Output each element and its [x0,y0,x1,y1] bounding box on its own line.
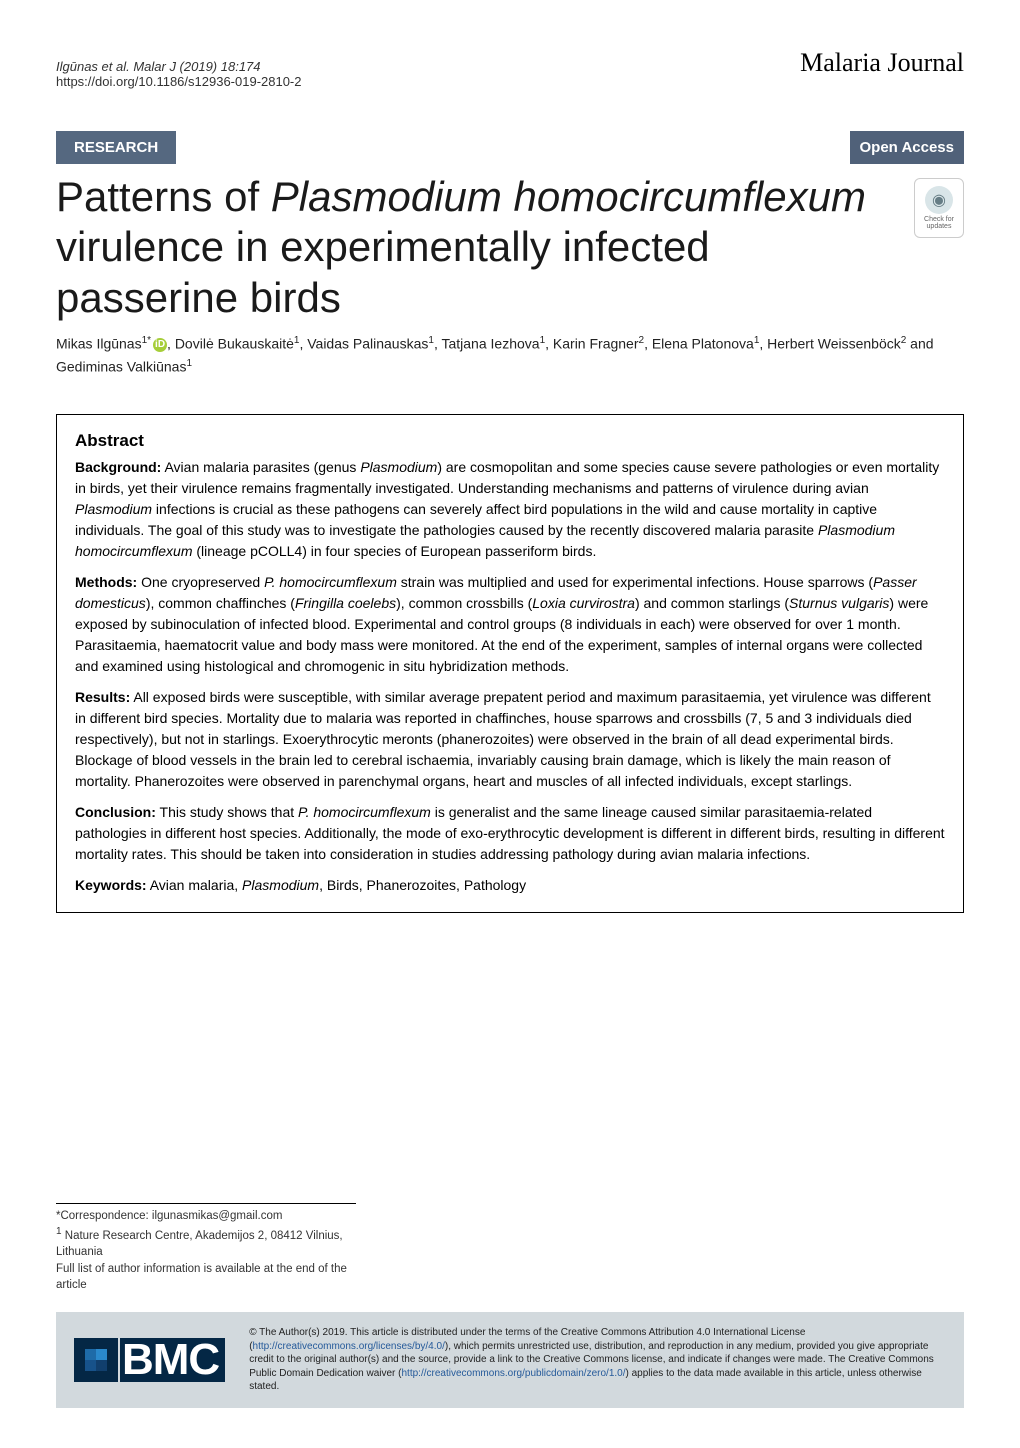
research-label: RESEARCH [56,131,176,164]
corr-note: Full list of author information is avail… [56,1261,356,1294]
affil-sup: 1 [540,335,546,346]
open-access-label: Open Access [850,131,965,164]
article-title: Patterns of Plasmodium homocircumflexum … [56,172,902,323]
orcid-icon[interactable]: iD [153,338,167,352]
cc0-link[interactable]: http://creativecommons.org/publicdomain/… [402,1368,626,1379]
cc-link[interactable]: http://creativecommons.org/licenses/by/4… [253,1341,445,1352]
affil-sup: 1 [754,335,760,346]
label-row: RESEARCH Open Access [56,131,964,164]
abstract-heading: Abstract [75,431,945,451]
title-wrap: Patterns of Plasmodium homocircumflexum … [56,172,964,333]
title-pre: Patterns of [56,173,271,220]
title-italic: Plasmodium homocircumflexum [271,173,866,220]
affil-sup: 2 [901,335,907,346]
journal-name: Malaria Journal [800,48,964,78]
affil-sup: 1 [186,358,192,369]
abstract-methods: Methods: One cryopreserved P. homocircum… [75,572,945,677]
correspondence-block: *Correspondence: ilgunasmikas@gmail.com … [56,1203,356,1294]
background-label: Background: [75,459,161,475]
check-updates-icon: ◉ [925,186,953,214]
header-row: Ilgūnas et al. Malar J (2019) 18:174 htt… [56,48,964,89]
methods-label: Methods: [75,574,137,590]
corr-email: *Correspondence: ilgunasmikas@gmail.com [56,1208,356,1225]
abstract-box: Abstract Background: Avian malaria paras… [56,414,964,913]
title-post: virulence in experimentally infected pas… [56,223,710,320]
results-text: All exposed birds were susceptible, with… [75,689,931,789]
header-left: Ilgūnas et al. Malar J (2019) 18:174 htt… [56,59,302,89]
bmc-text: BMC [120,1338,225,1382]
abstract-results: Results: All exposed birds were suscepti… [75,687,945,792]
bmc-square-icon [74,1338,118,1382]
affil-sup: 1 [294,335,300,346]
keywords-row: Keywords: Avian malaria, Plasmodium, Bir… [75,875,945,896]
keywords-label: Keywords: [75,877,147,893]
check-updates-badge[interactable]: ◉ Check for updates [914,178,964,238]
corr-affil: 1 Nature Research Centre, Akademijos 2, … [56,1225,356,1261]
abstract-background: Background: Avian malaria parasites (gen… [75,457,945,562]
citation-text: Ilgūnas et al. Malar J (2019) 18:174 [56,59,302,74]
bmc-logo: BMC [74,1338,225,1382]
doi-text: https://doi.org/10.1186/s12936-019-2810-… [56,74,302,89]
page-root: Ilgūnas et al. Malar J (2019) 18:174 htt… [0,0,1020,1448]
affil-sup: 1 [428,335,434,346]
affil-sup: 2 [639,335,645,346]
abstract-conclusion: Conclusion: This study shows that P. hom… [75,802,945,865]
affil-sup: 1* [142,335,151,346]
license-bar: BMC © The Author(s) 2019. This article i… [56,1312,964,1408]
license-text: © The Author(s) 2019. This article is di… [249,1326,946,1394]
results-label: Results: [75,689,130,705]
conclusion-label: Conclusion: [75,804,156,820]
check-updates-text: Check for updates [915,216,963,230]
author-list: Mikas Ilgūnas1*iD, Dovilė Bukauskaitė1, … [56,333,964,378]
